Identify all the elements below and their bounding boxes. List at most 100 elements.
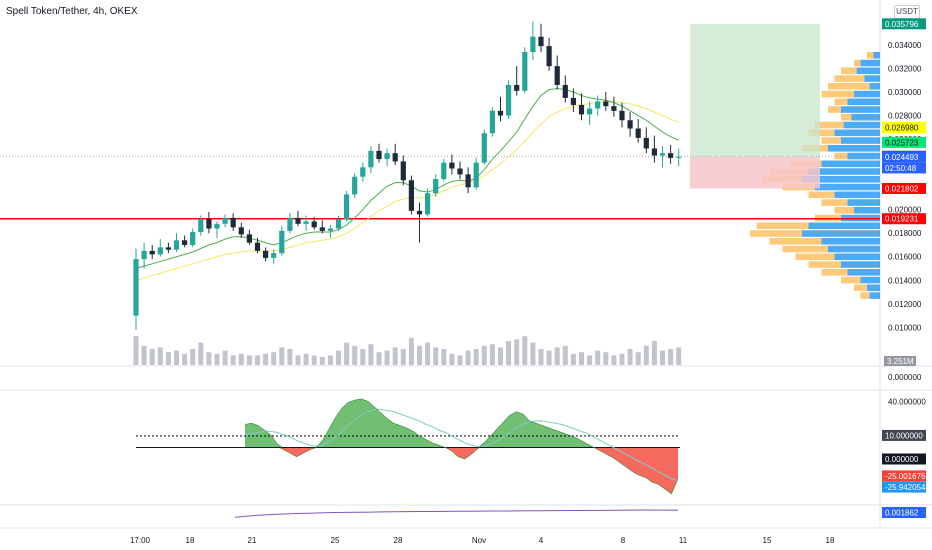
volume-bar	[627, 349, 633, 365]
candle	[360, 167, 366, 177]
osc-tick-label: 40.000000	[888, 397, 926, 406]
candle	[473, 162, 479, 188]
time-tick-label: 11	[679, 536, 688, 545]
profile-row-buy	[854, 207, 880, 214]
profile-row-sell	[834, 75, 865, 82]
candle	[416, 210, 423, 215]
candle	[587, 108, 593, 115]
profile-row-buy	[847, 199, 880, 206]
price-tag-bg	[882, 151, 926, 163]
profile-row-sell	[841, 114, 852, 121]
volume-bar	[473, 349, 479, 365]
candle	[514, 84, 520, 91]
volume-bar	[676, 347, 682, 365]
profile-row-buy	[808, 222, 880, 230]
candle	[425, 193, 431, 215]
profile-row-buy	[821, 160, 880, 168]
profile-row-buy	[867, 284, 880, 292]
price-tick-label: 0.032000	[888, 64, 922, 73]
ema-fast-line	[135, 87, 679, 269]
price-tick-label: 0.034000	[888, 41, 922, 50]
profile-row-buy	[851, 114, 880, 121]
profile-row-buy	[834, 191, 880, 199]
volume-bar	[295, 355, 301, 365]
profile-row-buy	[873, 52, 880, 59]
price-tag-label: 0.025723	[885, 138, 919, 147]
volume-bar	[279, 347, 285, 365]
volume-bar	[498, 347, 503, 365]
lower-indicator-line	[234, 509, 679, 518]
candle	[408, 180, 414, 211]
time-tick-label: 21	[248, 536, 257, 545]
volume-bar	[441, 349, 447, 365]
volume-bar	[319, 357, 325, 365]
candle	[578, 104, 585, 115]
profile-row-sell	[841, 276, 861, 284]
profile-row-buy	[869, 83, 880, 90]
osc-tag-label: 0.000000	[885, 455, 919, 464]
volume-bar	[255, 355, 260, 365]
volume-bar	[651, 341, 657, 365]
time-tick-label: 18	[826, 536, 835, 545]
volume-bar	[425, 342, 431, 365]
grid	[0, 0, 932, 529]
volume-bar	[327, 355, 333, 365]
osc-tag-bg	[882, 470, 926, 482]
volume-bar	[198, 342, 204, 365]
candle	[165, 247, 171, 250]
lower-panel	[234, 509, 679, 518]
candle	[376, 150, 382, 160]
volume-bar	[579, 352, 584, 365]
volume-bar	[417, 345, 422, 365]
volume-bar	[287, 349, 293, 365]
profile-row-sell	[821, 90, 854, 98]
currency-button[interactable]: USDT	[894, 5, 920, 19]
profile-row-buy	[841, 137, 880, 144]
osc-tag-bg	[882, 453, 926, 465]
osc-tag-label: 10.000000	[885, 431, 923, 440]
profile-row-buy	[854, 90, 880, 98]
price-tag-label: 0.021802	[885, 184, 919, 193]
volume-bar	[157, 347, 163, 365]
price-tag-bg	[882, 122, 926, 134]
profile-row-sell	[808, 191, 835, 199]
profile-row-buy	[802, 176, 880, 183]
profile-row-buy	[841, 106, 880, 113]
candle	[173, 240, 180, 250]
osc-tag-bg	[882, 429, 926, 441]
volume-bar	[174, 350, 179, 365]
profile-row-buy	[843, 121, 880, 129]
profile-row-buy	[802, 230, 880, 237]
price-tick-label: 0.014000	[888, 276, 922, 285]
profile-row-sell	[834, 152, 848, 160]
volume-bar	[643, 345, 649, 365]
profile-row-buy	[847, 98, 880, 106]
candle	[392, 153, 398, 162]
candle	[190, 232, 196, 245]
volume-bar	[246, 355, 252, 365]
candles	[133, 21, 682, 330]
loss-zone	[690, 156, 820, 189]
volume-bar	[554, 347, 560, 365]
volume-axis-label: 0.000000	[888, 373, 922, 382]
profile-row-buy	[841, 261, 880, 268]
profile-row-buy	[869, 292, 880, 299]
volume-bar	[400, 349, 406, 365]
candle	[449, 162, 455, 169]
lower-tag-bg	[882, 507, 926, 518]
candle	[489, 110, 495, 134]
candle	[384, 153, 390, 160]
time-tick-label: 25	[331, 536, 340, 545]
volume-bar	[149, 349, 155, 365]
price-tick-label: 0.010000	[888, 323, 922, 332]
profile-row-buy	[860, 59, 880, 67]
candle	[562, 84, 568, 98]
price-tag-label: 02:50:48	[885, 164, 917, 173]
candle	[497, 110, 504, 116]
oscillator-negative-area	[245, 447, 678, 494]
time-tick-label: Nov	[472, 536, 486, 545]
candle	[481, 133, 487, 163]
candle	[457, 168, 463, 175]
volume-bar	[263, 353, 269, 365]
